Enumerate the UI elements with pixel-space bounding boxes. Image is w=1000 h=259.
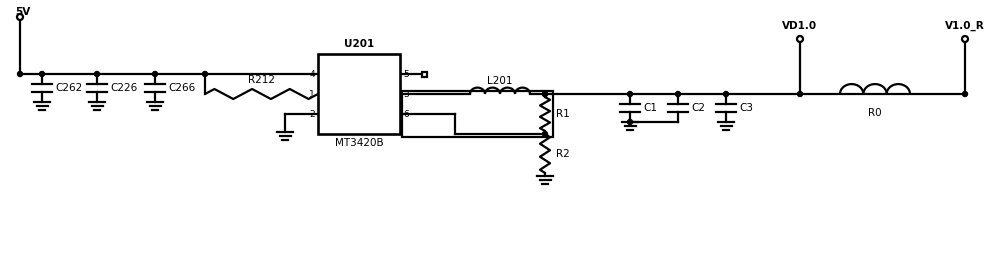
Circle shape <box>628 91 633 97</box>
Bar <box>422 71 427 76</box>
Circle shape <box>542 132 548 136</box>
Text: C3: C3 <box>739 103 753 113</box>
Text: VD1.0: VD1.0 <box>782 21 818 31</box>
Text: R2: R2 <box>556 148 570 159</box>
Text: C266: C266 <box>168 83 195 93</box>
Circle shape <box>797 91 802 97</box>
Circle shape <box>797 36 803 42</box>
Text: C226: C226 <box>110 83 137 93</box>
Circle shape <box>542 91 548 97</box>
Text: SW: SW <box>380 90 395 98</box>
Text: EN: EN <box>323 90 335 98</box>
Text: L201: L201 <box>487 76 513 86</box>
Circle shape <box>153 71 158 76</box>
Text: 2: 2 <box>309 110 315 119</box>
Circle shape <box>724 91 728 97</box>
Text: NC: NC <box>382 69 395 78</box>
Text: C262: C262 <box>55 83 82 93</box>
Circle shape <box>676 91 680 97</box>
Circle shape <box>542 91 548 97</box>
Text: U201: U201 <box>344 39 374 49</box>
Circle shape <box>18 71 23 76</box>
Circle shape <box>628 119 633 125</box>
Circle shape <box>17 14 23 20</box>
Text: C1: C1 <box>643 103 657 113</box>
Text: GND: GND <box>323 110 344 119</box>
Circle shape <box>40 71 45 76</box>
Text: 3: 3 <box>403 90 409 98</box>
Text: 5V: 5V <box>15 7 30 17</box>
Text: R0: R0 <box>868 108 882 118</box>
Circle shape <box>962 36 968 42</box>
Text: C2: C2 <box>691 103 705 113</box>
Text: R1: R1 <box>556 109 570 119</box>
Bar <box>318 54 400 134</box>
Text: 4: 4 <box>309 69 315 78</box>
Text: VIN: VIN <box>323 69 339 78</box>
Text: R212: R212 <box>248 75 275 85</box>
Circle shape <box>962 91 967 97</box>
Text: V1.0_R: V1.0_R <box>945 21 985 31</box>
Text: MT3420B: MT3420B <box>335 138 383 148</box>
Bar <box>402 91 553 137</box>
Circle shape <box>203 71 208 76</box>
Text: 5: 5 <box>403 69 409 78</box>
Text: FB: FB <box>384 110 395 119</box>
Text: 1: 1 <box>309 90 315 98</box>
Text: 6: 6 <box>403 110 409 119</box>
Circle shape <box>95 71 100 76</box>
